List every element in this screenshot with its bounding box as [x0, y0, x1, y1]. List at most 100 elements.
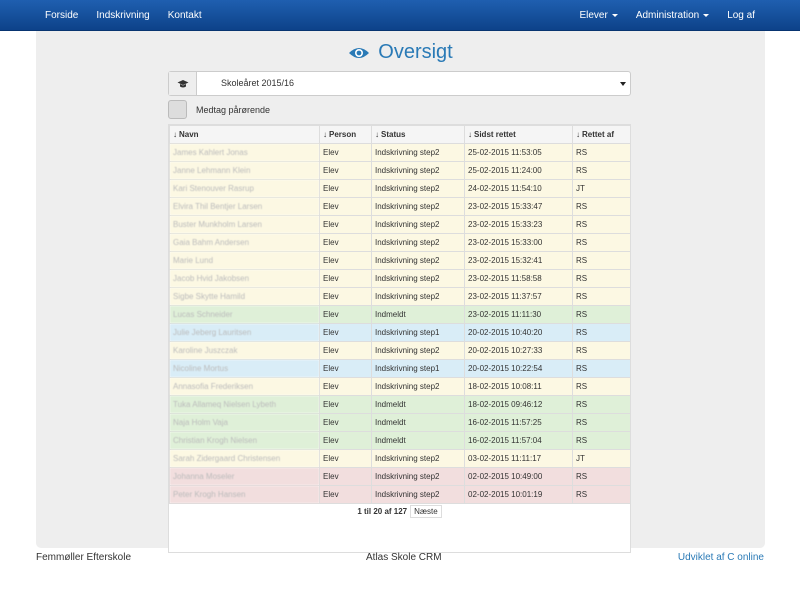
cell-sidst-rettet: 20-02-2015 10:22:54 — [464, 359, 573, 378]
column-header-rettet-af[interactable]: ↓ Rettet af — [572, 125, 631, 144]
table-row[interactable]: Johanna Moseler Elev Indskrivning step2 02-… — [169, 467, 631, 486]
footer-developer-link[interactable]: Udviklet af C online — [677, 552, 764, 563]
cell-status: Indskrivning step2 — [371, 179, 465, 198]
arrow-down-icon: ↓ — [375, 130, 379, 139]
cell-navn: Christian Krogh Nielsen — [169, 431, 320, 450]
cell-sidst-rettet: 23-02-2015 11:58:58 — [464, 269, 573, 288]
cell-sidst-rettet: 23-02-2015 15:32:41 — [464, 251, 573, 270]
select-value-text: Skoleåret 2015/16 — [221, 78, 295, 88]
table-row[interactable]: Lucas Schneider Elev Indmeldt 23-02-2015 11… — [169, 305, 631, 324]
cell-sidst-rettet: 23-02-2015 15:33:47 — [464, 197, 573, 216]
nav-forside[interactable]: Forside — [45, 10, 79, 21]
footer-product-name: Atlas Skole CRM — [366, 552, 442, 563]
cell-rettet-af: RS — [572, 377, 631, 396]
cell-sidst-rettet: 20-02-2015 10:27:33 — [464, 341, 573, 360]
table-row[interactable]: Julie Jeberg Lauritsen Elev Indskrivning s… — [169, 323, 631, 342]
cell-sidst-rettet: 18-02-2015 09:46:12 — [464, 395, 573, 414]
table-row[interactable]: Elvira Thil Bentjer Larsen Elev Indskrivni… — [169, 197, 631, 216]
cell-rettet-af: RS — [572, 251, 631, 270]
cell-person: Elev — [319, 467, 372, 486]
cell-status: Indskrivning step2 — [371, 485, 465, 504]
column-header-sidst-rettet[interactable]: ↓ Sidst rettet — [464, 125, 573, 144]
cell-status: Indskrivning step2 — [371, 143, 465, 162]
cell-status: Indskrivning step2 — [371, 467, 465, 486]
nav-kontakt[interactable]: Kontakt — [167, 10, 202, 21]
cell-sidst-rettet: 18-02-2015 10:08:11 — [464, 377, 573, 396]
cell-navn: Nicoline Mortus — [169, 359, 320, 378]
page-title-text: Oversigt — [378, 41, 453, 63]
cell-navn: Marie Lund — [169, 251, 320, 270]
cell-status: Indmeldt — [371, 431, 465, 450]
table-row[interactable]: Annasofia Frederiksen Elev Indskrivning st… — [169, 377, 631, 396]
cell-person: Elev — [319, 449, 372, 468]
cell-sidst-rettet: 16-02-2015 11:57:04 — [464, 431, 573, 450]
include-relatives-checkbox[interactable] — [168, 100, 187, 119]
cell-navn: Johanna Moseler — [169, 467, 320, 486]
column-header-status[interactable]: ↓ Status — [371, 125, 465, 144]
cell-navn: Karoline Juszczak — [169, 341, 320, 360]
top-navbar: Forside Indskrivning Kontakt Elever Admi… — [0, 0, 800, 31]
students-table: ↓ Navn ↓ Person ↓ Status ↓ Sidst rettet ↓ Ret… — [169, 125, 631, 504]
nav-logout[interactable]: Log af — [727, 10, 755, 21]
table-row[interactable]: Jacob Hvid Jakobsen Elev Indskrivning step… — [169, 269, 631, 288]
select-value[interactable]: Skoleåret 2015/16 — [197, 72, 630, 95]
column-header-label: Navn — [179, 130, 199, 139]
cell-person: Elev — [319, 269, 372, 288]
cell-sidst-rettet: 23-02-2015 11:37:57 — [464, 287, 573, 306]
cell-rettet-af: RS — [572, 341, 631, 360]
table-row[interactable]: James Kahlert Jonas Elev Indskrivning step… — [169, 143, 631, 162]
table-row[interactable]: Sigbe Skytte Hamild Elev Indskrivning step… — [169, 287, 631, 306]
arrow-down-icon: ↓ — [468, 130, 472, 139]
table-row[interactable]: Tuka Allameq Nielsen Lybeth Elev Indmeldt 1… — [169, 395, 631, 414]
cell-rettet-af: RS — [572, 233, 631, 252]
table-row[interactable]: Sarah Zidergaard Christensen Elev Indskriv… — [169, 449, 631, 468]
table-row[interactable]: Gaia Bahm Andersen Elev Indskrivning step2… — [169, 233, 631, 252]
cell-person: Elev — [319, 251, 372, 270]
cell-status: Indskrivning step2 — [371, 377, 465, 396]
cell-rettet-af: RS — [572, 305, 631, 324]
column-header-person[interactable]: ↓ Person — [319, 125, 372, 144]
table-row[interactable]: Marie Lund Elev Indskrivning step2 23-02-20… — [169, 251, 631, 270]
cell-rettet-af: RS — [572, 215, 631, 234]
cell-status: Indmeldt — [371, 395, 465, 414]
cell-status: Indskrivning step2 — [371, 269, 465, 288]
table-row[interactable]: Janne Lehmann Klein Elev Indskrivning step… — [169, 161, 631, 180]
main-panel: Oversigt Skoleåret 2015/16 Medtag pårøre… — [36, 31, 765, 553]
cell-navn: Buster Munkholm Larsen — [169, 215, 320, 234]
table-row[interactable]: Nicoline Mortus Elev Indskrivning step1 20-… — [169, 359, 631, 378]
cell-person: Elev — [319, 341, 372, 360]
table-body: James Kahlert Jonas Elev Indskrivning step… — [169, 143, 631, 504]
table-row[interactable]: Peter Krogh Hansen Elev Indskrivning step2… — [169, 485, 631, 504]
cell-rettet-af: RS — [572, 467, 631, 486]
include-relatives-label: Medtag pårørende — [196, 104, 271, 115]
cell-sidst-rettet: 25-02-2015 11:24:00 — [464, 161, 573, 180]
chevron-down-icon — [620, 82, 626, 86]
table-row[interactable]: Buster Munkholm Larsen Elev Indskrivning s… — [169, 215, 631, 234]
cell-sidst-rettet: 02-02-2015 10:01:19 — [464, 485, 573, 504]
column-header-navn[interactable]: ↓ Navn — [169, 125, 320, 144]
school-year-select[interactable]: Skoleåret 2015/16 — [168, 71, 631, 96]
cell-rettet-af: JT — [572, 449, 631, 468]
column-header-label: Rettet af — [582, 130, 615, 139]
include-relatives-row: Medtag pårørende — [168, 100, 270, 119]
nav-indskrivning[interactable]: Indskrivning — [96, 10, 150, 21]
nav-elever-dropdown[interactable]: Elever — [570, 10, 626, 21]
cell-status: Indskrivning step2 — [371, 449, 465, 468]
cell-status: Indskrivning step2 — [371, 287, 465, 306]
cell-person: Elev — [319, 305, 372, 324]
table-row[interactable]: Karoline Juszczak Elev Indskrivning step2 2… — [169, 341, 631, 360]
eye-icon — [349, 47, 370, 58]
table-row[interactable]: Kari Stenouver Rasrup Elev Indskrivning st… — [169, 179, 631, 198]
cell-status: Indskrivning step2 — [371, 233, 465, 252]
nav-administration-dropdown[interactable]: Administration — [627, 10, 718, 21]
chevron-down-icon — [611, 13, 618, 17]
cell-navn: Naja Holm Vaja — [169, 413, 320, 432]
chevron-down-icon — [703, 13, 710, 17]
table-row[interactable]: Naja Holm Vaja Elev Indmeldt 16-02-2015 11:… — [169, 413, 631, 432]
cell-rettet-af: RS — [572, 269, 631, 288]
next-page-button[interactable]: Næste — [410, 504, 442, 518]
table-row[interactable]: Christian Krogh Nielsen Elev Indmeldt 16-02… — [169, 431, 631, 450]
cell-status: Indskrivning step2 — [371, 251, 465, 270]
pagination: 1 til 20 af 127 Næste — [169, 502, 630, 520]
column-header-label: Sidst rettet — [474, 130, 516, 139]
